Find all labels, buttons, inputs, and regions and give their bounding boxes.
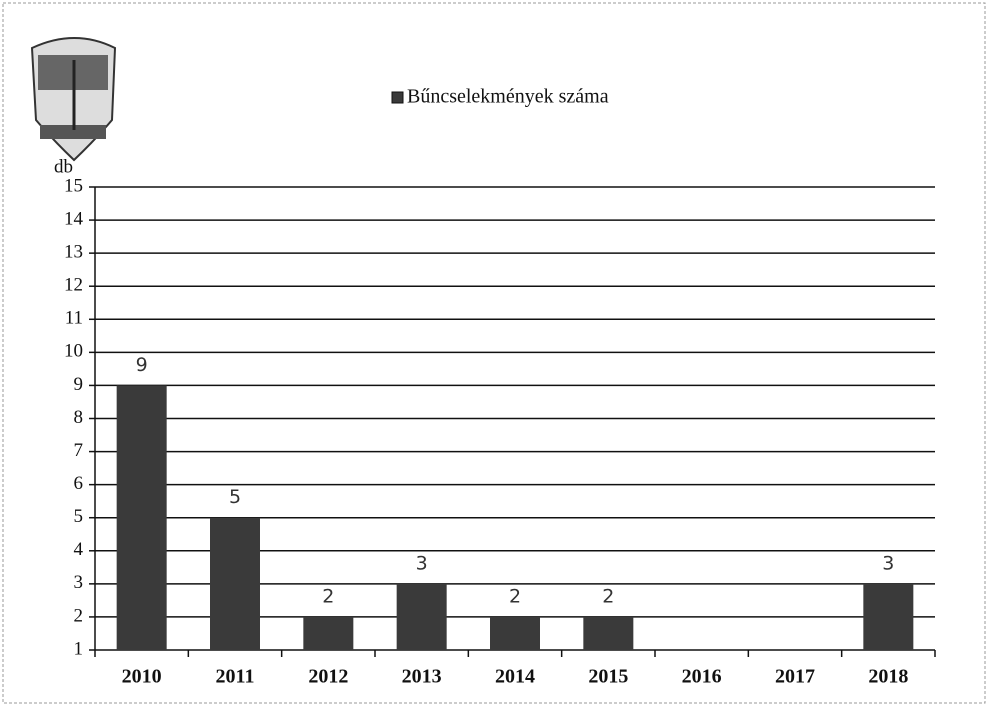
- legend-marker: [391, 91, 404, 104]
- y-axis-label: db: [54, 156, 73, 177]
- data-label: 2: [322, 585, 334, 607]
- y-tick-label: 10: [64, 341, 83, 362]
- y-tick-label: 12: [64, 275, 83, 296]
- y-tick-label: 9: [74, 374, 84, 395]
- x-tick-label: 2016: [682, 666, 722, 688]
- y-tick-label: 6: [74, 473, 84, 494]
- x-tick-label: 2018: [868, 666, 908, 688]
- x-tick-label: 2013: [402, 666, 442, 688]
- y-tick-label: 7: [74, 440, 84, 461]
- y-tick-label: 11: [65, 308, 83, 329]
- y-tick-label: 8: [74, 407, 84, 428]
- bar: [863, 583, 914, 650]
- data-label: 2: [509, 585, 521, 607]
- bar: [396, 583, 447, 650]
- y-tick-label: 14: [64, 208, 84, 229]
- y-tick-label: 1: [74, 638, 84, 659]
- x-tick-label: 2017: [775, 666, 815, 688]
- y-tick-label: 13: [64, 242, 83, 263]
- y-tick-label: 4: [74, 539, 84, 560]
- bar: [490, 616, 540, 650]
- logo: [30, 37, 117, 162]
- data-label: 9: [136, 354, 148, 376]
- y-tick-label: 15: [64, 175, 83, 196]
- bar: [116, 385, 167, 650]
- x-tick-label: 2010: [122, 666, 162, 688]
- data-label: 3: [416, 552, 428, 574]
- x-tick-label: 2014: [495, 666, 535, 688]
- bar: [303, 616, 354, 650]
- bar: [583, 616, 634, 650]
- y-tick-label: 3: [74, 572, 84, 593]
- y-tick-label: 5: [74, 506, 84, 527]
- x-tick-label: 2015: [588, 666, 628, 688]
- data-label: 2: [602, 585, 614, 607]
- x-tick-label: 2012: [308, 666, 348, 688]
- data-label: 5: [229, 486, 241, 508]
- x-tick-label: 2011: [216, 666, 255, 688]
- bar: [210, 517, 260, 650]
- legend-label: Bűncselekmények száma: [407, 86, 609, 108]
- y-tick-label: 2: [74, 605, 84, 626]
- data-label: 3: [882, 552, 894, 574]
